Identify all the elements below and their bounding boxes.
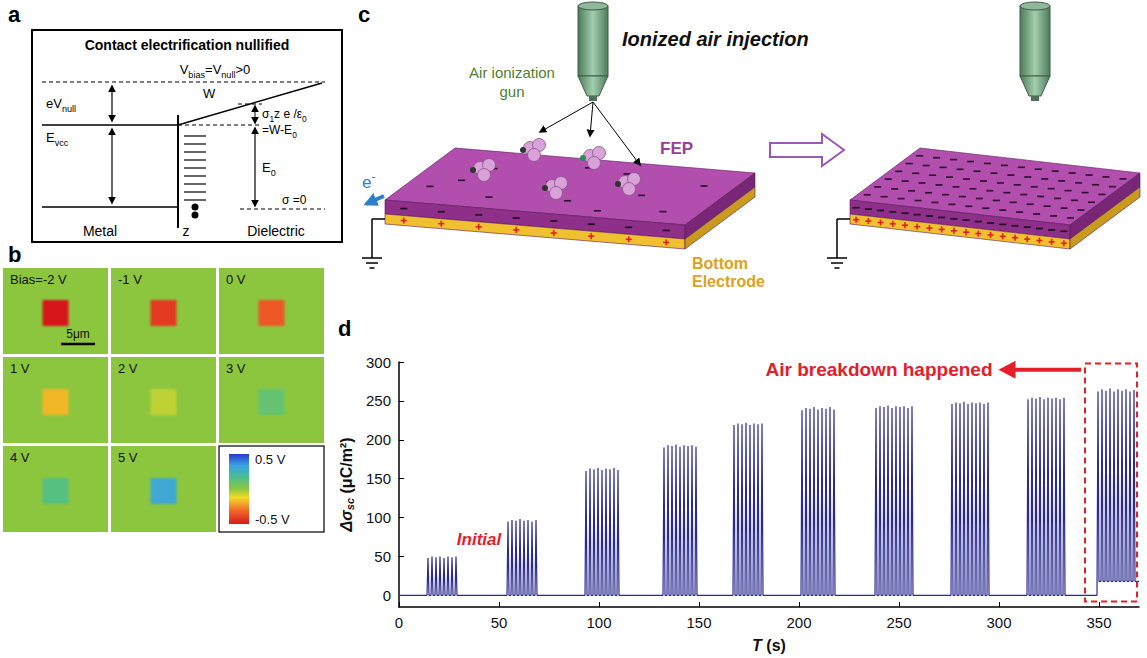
svg-text:Initial: Initial xyxy=(457,530,503,549)
svg-text:Δσ: Δσ xyxy=(338,509,355,533)
svg-text:b: b xyxy=(8,242,21,267)
svg-text:300: 300 xyxy=(366,354,391,371)
svg-text:Electrode: Electrode xyxy=(692,273,765,290)
svg-text:FEP: FEP xyxy=(660,139,693,158)
svg-text:Evcc: Evcc xyxy=(46,130,69,148)
svg-text:Bottom: Bottom xyxy=(692,255,748,272)
svg-text:c: c xyxy=(358,2,370,27)
svg-text:250: 250 xyxy=(886,614,911,631)
svg-text:200: 200 xyxy=(786,614,811,631)
svg-text:4 V: 4 V xyxy=(10,450,30,465)
svg-text:σ1z e /ε0: σ1z e /ε0 xyxy=(262,107,307,124)
svg-text:50: 50 xyxy=(374,548,391,565)
svg-text:E0: E0 xyxy=(262,160,276,178)
svg-text:250: 250 xyxy=(366,392,391,409)
svg-text:T: T xyxy=(752,636,762,654)
svg-text:z: z xyxy=(183,223,190,239)
svg-text:(μC/m²): (μC/m²) xyxy=(338,437,355,497)
svg-text:Air ionization: Air ionization xyxy=(469,64,555,81)
svg-text:Metal: Metal xyxy=(83,223,117,239)
svg-text:350: 350 xyxy=(1086,614,1111,631)
svg-text:e-: e- xyxy=(362,170,375,192)
svg-text:1 V: 1 V xyxy=(10,361,30,376)
svg-text:gun: gun xyxy=(499,83,524,100)
svg-text:3 V: 3 V xyxy=(226,361,246,376)
svg-text:150: 150 xyxy=(686,614,711,631)
svg-text:d: d xyxy=(338,316,351,341)
svg-text:Contact electrification nullif: Contact electrification nullified xyxy=(85,37,290,53)
svg-text:5 V: 5 V xyxy=(118,450,138,465)
svg-text:0.5 V: 0.5 V xyxy=(255,452,286,467)
svg-text:=W-E0: =W-E0 xyxy=(262,123,297,140)
svg-text:σ =0: σ =0 xyxy=(282,193,307,207)
svg-text:a: a xyxy=(8,2,21,27)
svg-text:Bias=-2 V: Bias=-2 V xyxy=(10,272,67,287)
svg-text:0 V: 0 V xyxy=(226,272,246,287)
svg-text:-1 V: -1 V xyxy=(118,272,142,287)
svg-text:-0.5 V: -0.5 V xyxy=(255,512,290,527)
svg-text:300: 300 xyxy=(986,614,1011,631)
svg-text:2 V: 2 V xyxy=(118,361,138,376)
svg-text:Dielectric: Dielectric xyxy=(247,223,305,239)
svg-text:eVnull: eVnull xyxy=(46,96,76,114)
svg-text:sc: sc xyxy=(344,498,356,510)
svg-text:Air breakdown happened: Air breakdown happened xyxy=(766,359,993,380)
svg-text:Vbias=Vnull>0: Vbias=Vnull>0 xyxy=(180,62,251,80)
svg-text:150: 150 xyxy=(366,470,391,487)
svg-text:50: 50 xyxy=(491,614,508,631)
svg-text:0: 0 xyxy=(383,587,391,604)
svg-text:100: 100 xyxy=(586,614,611,631)
svg-text:W: W xyxy=(203,86,216,101)
svg-text:0: 0 xyxy=(395,614,403,631)
svg-text:(s): (s) xyxy=(762,637,786,654)
svg-text:5μm: 5μm xyxy=(66,327,90,341)
svg-text:100: 100 xyxy=(366,509,391,526)
svg-text:Ionized air injection: Ionized air injection xyxy=(622,28,809,50)
svg-text:200: 200 xyxy=(366,431,391,448)
